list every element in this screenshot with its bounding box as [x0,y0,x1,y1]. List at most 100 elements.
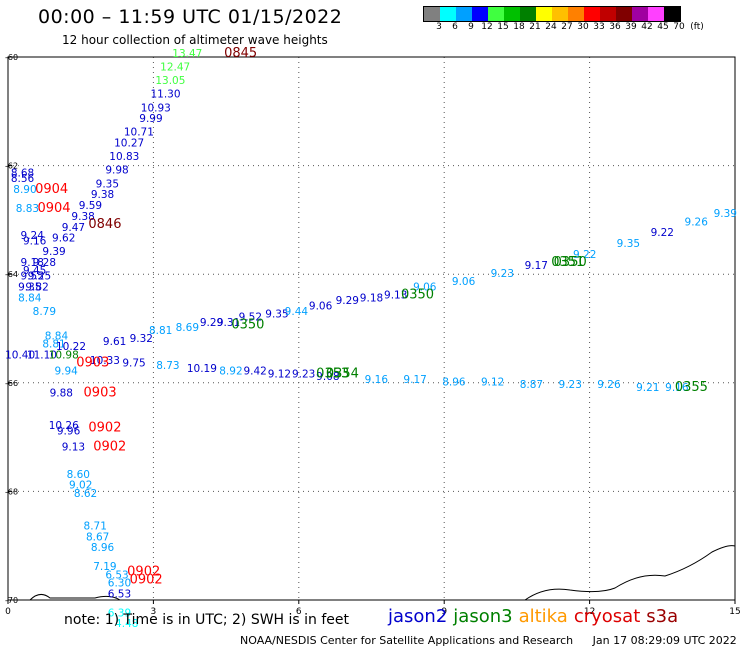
swh-value: 13.47 [172,48,202,60]
swh-value: 9.18 [21,257,44,269]
colorbar-swatch [488,7,504,21]
swh-value: 8.56 [11,173,35,185]
swh-value: 8.62 [74,488,97,500]
x-tick-label: 6 [296,607,302,617]
colorbar-label: 45 [657,22,669,32]
swh-value: 8.67 [86,531,109,543]
colorbar-label: 3 [436,22,442,32]
swh-value: 8.87 [520,379,543,391]
swh-value: 8.83 [16,203,39,215]
swh-value: 9.16 [665,382,689,394]
swh-value: 8.81 [149,325,172,337]
swh-value: 9.16 [23,235,47,247]
legend-item-cryosat: cryosat [573,606,641,627]
swh-value: 10.22 [56,341,86,353]
y-tick-label: -60 [5,53,18,62]
y-tick-label: -64 [5,270,18,279]
colorbar-swatch [536,7,552,21]
colorbar-swatch [600,7,616,21]
swh-value: 9.28 [33,257,56,269]
coastline [29,545,736,601]
colorbar-label: 15 [497,22,509,32]
pass-time-label: 0904 [35,182,68,197]
legend-item-jason2: jason2 [388,606,448,627]
colorbar-swatch [568,7,584,21]
credit-time: Jan 17 08:29:09 UTC 2022 [592,634,737,647]
swh-value: 10.26 [49,420,79,432]
swh-value: 9.06 [309,300,333,312]
x-tick-label: 15 [729,607,740,617]
swh-value: 9.16 [365,374,389,386]
colorbar-label: 18 [513,22,525,32]
swh-value: 9.12 [268,368,291,380]
swh-value: 9.99 [139,113,162,125]
swh-value: 10.93 [141,102,171,114]
colorbar-swatch [504,7,520,21]
swh-value: 9.39 [714,208,737,220]
swh-value: 9.08 [316,371,339,383]
swh-value: 9.23 [559,379,582,391]
swh-value: 9.62 [52,233,75,245]
swh-value: 10.33 [90,355,120,367]
x-tick-label: 0 [5,607,11,617]
swh-value: 4.48 [115,618,138,630]
swh-value: 8.90 [13,184,36,196]
swh-value: 9.22 [573,249,596,261]
swh-value: 9.98 [105,165,128,177]
colorbar-swatch [616,7,632,21]
pass-time-label: 0902 [88,421,121,436]
swh-value: 9.38 [91,189,114,201]
colorbar-swatch [424,7,440,21]
colorbar-swatch [648,7,664,21]
colorbar-label: 21 [529,22,541,32]
colorbar [423,6,681,22]
chart-subtitle: 12 hour collection of altimeter wave hei… [62,33,328,47]
colorbar-swatch [632,7,648,21]
legend-item-altika: altika [518,606,568,627]
swh-value: 9.94 [54,366,78,378]
swh-value: 11.30 [150,89,180,101]
swh-value: 9.06 [413,281,437,293]
swh-value: 9.22 [651,227,674,239]
swh-value: 8.96 [91,542,115,554]
swh-value: 8.73 [156,360,179,372]
colorbar-label: 6 [452,22,458,32]
swh-value: 9.47 [62,222,85,234]
swh-value: 10.40 [5,349,35,361]
colorbar-label: 70 [673,22,685,32]
colorbar-label: 27 [561,22,573,32]
swh-value: 6.53 [105,569,128,581]
swh-value: 9.35 [265,309,288,321]
x-tick-label: 9 [441,607,447,617]
swh-value: 9.13 [384,290,407,302]
colorbar-label: 9 [468,22,474,32]
swh-value: 9.35 [18,281,41,293]
colorbar-label: 24 [545,22,557,32]
footer-note: note: 1) Time is in UTC; 2) SWH is in fe… [64,612,350,628]
colorbar-label: 39 [625,22,637,32]
colorbar-label: 36 [609,22,621,32]
swh-value: 9.21 [636,382,659,394]
swh-value: 13.05 [155,75,185,87]
swh-value: 8.60 [67,469,90,481]
credit-line: NOAA/NESDIS Center for Satellite Applica… [240,634,740,647]
axes: 0 3 6 9 12 15 -60 -62 -64 -66 -68 -70 [5,53,740,617]
plot-frame [7,56,736,601]
swh-value: 9.82 [25,281,48,293]
pass-time-label: 0904 [37,201,70,216]
swh-value: 10.27 [114,138,144,150]
pass-time-label: 0354 [326,366,359,381]
pass-time-label: 0902 [93,440,126,455]
swh-value: 8.84 [45,330,69,342]
swh-value: 9.29 [336,295,359,307]
pass-time-label: 0845 [224,46,257,61]
colorbar-swatch [664,7,680,21]
swh-value: 9.17 [525,260,548,272]
swh-value: 9.23 [491,268,514,280]
swh-value: 9.96 [57,425,81,437]
swh-value: 9.52 [239,311,262,323]
x-tick-label: 3 [151,607,157,617]
swh-value: 9.35 [617,238,640,250]
swh-value: 9.45 [23,265,46,277]
